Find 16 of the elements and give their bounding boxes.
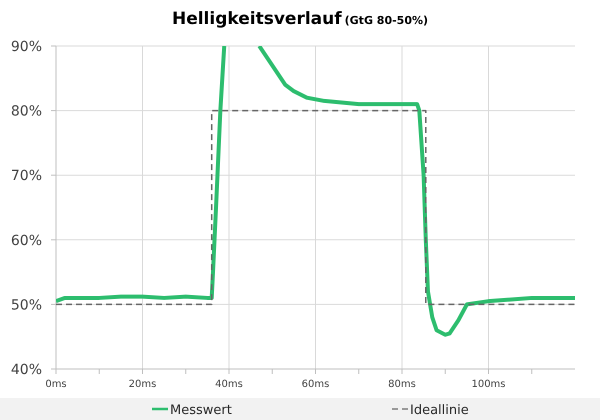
legend-label: Ideallinie — [410, 403, 469, 418]
y-tick-label: 90% — [10, 39, 42, 55]
y-tick-label: 50% — [10, 297, 42, 314]
x-tick-label: 20ms — [128, 379, 156, 390]
x-tick-label: 60ms — [302, 379, 330, 390]
x-tick-label: 40ms — [215, 379, 243, 390]
y-tick-label: 60% — [10, 232, 42, 249]
y-tick-label: 40% — [10, 362, 42, 378]
x-tick-label: 80ms — [388, 379, 416, 390]
y-tick-label: 80% — [10, 104, 42, 120]
x-tick-label: 0ms — [45, 379, 67, 390]
x-tick-label: 100ms — [471, 379, 506, 390]
legend-label: Messwert — [170, 403, 232, 418]
chart-subtitle: (GtG 80-50%) — [344, 14, 428, 27]
chart-title: Helligkeitsverlauf — [172, 9, 342, 29]
y-tick-label: 70% — [10, 168, 42, 184]
